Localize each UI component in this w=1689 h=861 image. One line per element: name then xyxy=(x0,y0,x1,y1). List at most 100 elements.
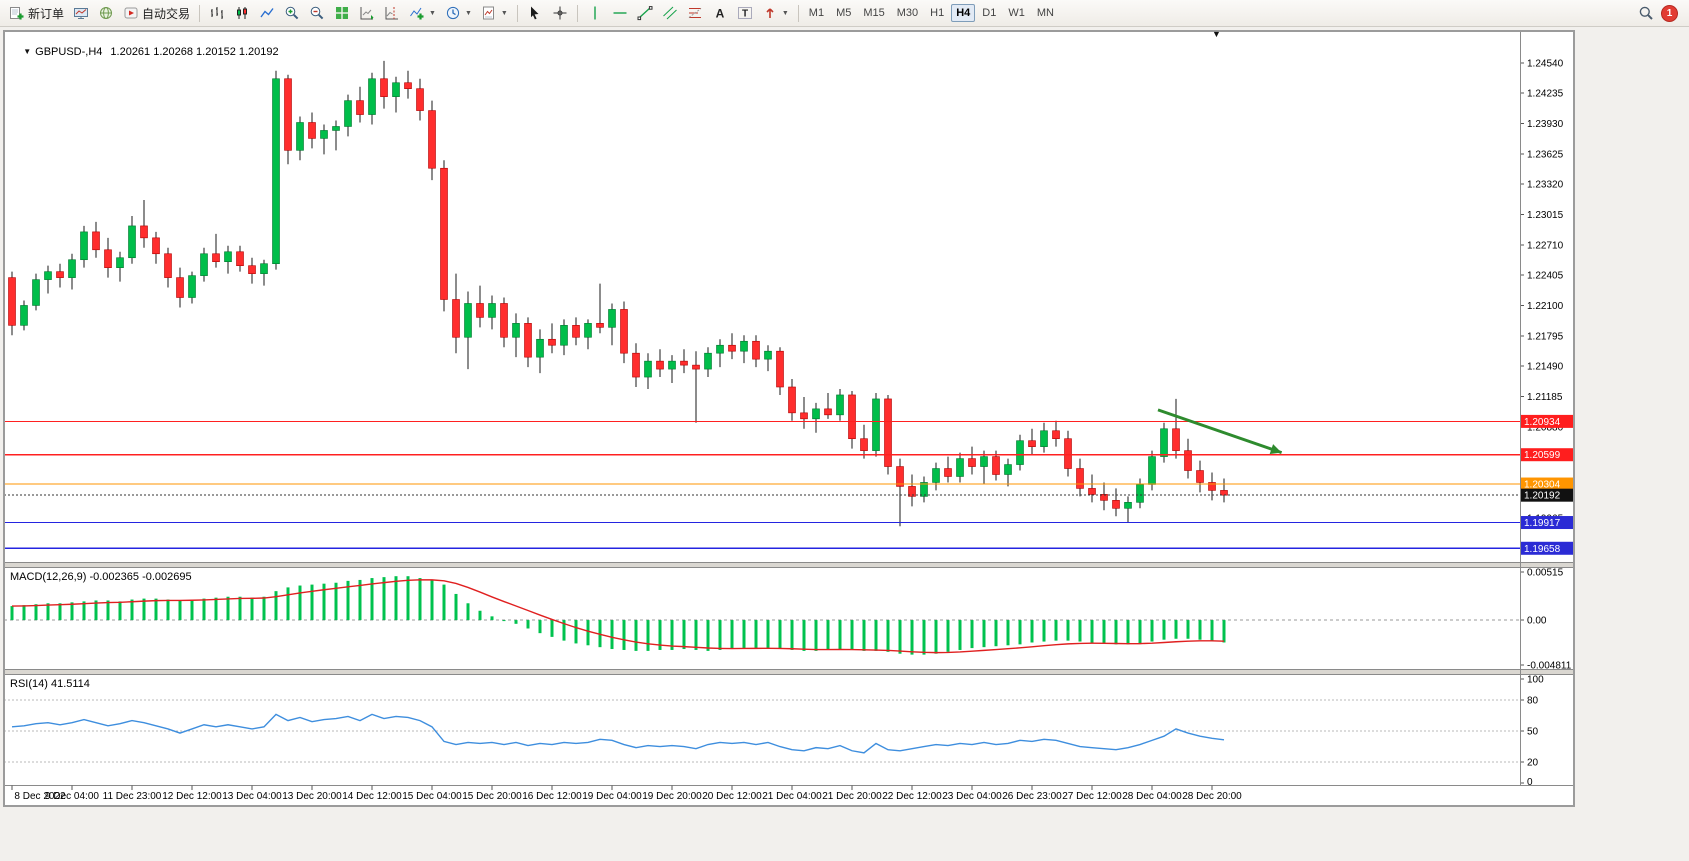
line-chart-icon xyxy=(260,8,274,18)
svg-text:28 Dec 04:00: 28 Dec 04:00 xyxy=(1122,791,1182,802)
bar-chart-icon xyxy=(211,7,224,19)
chevron-down-icon: ▼ xyxy=(464,9,472,17)
svg-text:23 Dec 04:00: 23 Dec 04:00 xyxy=(942,791,1002,802)
auto-trading-label: 自动交易 xyxy=(142,6,191,21)
timeframe-m1-button[interactable]: M1 xyxy=(808,7,825,19)
profiles-button[interactable] xyxy=(94,2,118,24)
svg-text:15 Dec 20:00: 15 Dec 20:00 xyxy=(462,791,522,802)
svg-text:22 Dec 12:00: 22 Dec 12:00 xyxy=(882,791,942,802)
svg-text:20 Dec 12:00: 20 Dec 12:00 xyxy=(702,791,762,802)
trendline-button[interactable] xyxy=(633,2,657,24)
bar-chart-button[interactable] xyxy=(205,2,229,24)
svg-text:26 Dec 23:00: 26 Dec 23:00 xyxy=(1002,791,1062,802)
svg-text:11 Dec 23:00: 11 Dec 23:00 xyxy=(103,791,162,802)
timeframe-group: M1 M5 M15 M30 H1 H4 D1 W1 MN xyxy=(804,4,1059,22)
svg-text:80: 80 xyxy=(1527,695,1539,706)
toolbar-separator xyxy=(199,4,201,22)
crosshair-icon xyxy=(553,6,567,20)
new-order-button[interactable]: 新订单 xyxy=(5,2,68,24)
svg-text:1.19658: 1.19658 xyxy=(1524,544,1561,555)
timeframe-h1-button[interactable]: H1 xyxy=(930,7,945,19)
svg-text:1.23320: 1.23320 xyxy=(1527,180,1564,191)
cursor-icon xyxy=(530,6,539,20)
search-icon xyxy=(1639,6,1653,20)
channel-icon xyxy=(662,6,677,20)
svg-text:1.23625: 1.23625 xyxy=(1527,149,1564,160)
svg-text:28 Dec 20:00: 28 Dec 20:00 xyxy=(1182,791,1242,802)
svg-text:21 Dec 04:00: 21 Dec 04:00 xyxy=(762,791,822,802)
timeframe-mn-button[interactable]: MN xyxy=(1036,7,1054,19)
scale-marker-icon: ▼ xyxy=(1212,29,1221,39)
timeframe-m5-button[interactable]: M5 xyxy=(836,7,852,19)
indicators-button[interactable]: ▼ xyxy=(405,2,440,24)
svg-text:13 Dec 20:00: 13 Dec 20:00 xyxy=(282,791,342,802)
svg-text:19 Dec 20:00: 19 Dec 20:00 xyxy=(642,791,702,802)
timeframe-m30-button[interactable]: M30 xyxy=(896,7,919,19)
svg-text:1.20304: 1.20304 xyxy=(1524,480,1561,491)
timeframe-w1-button[interactable]: W1 xyxy=(1008,7,1025,19)
crosshair-button[interactable] xyxy=(548,2,572,24)
svg-text:1.21795: 1.21795 xyxy=(1527,331,1564,342)
auto-scroll-button[interactable] xyxy=(355,2,379,24)
timeframe-d1-button[interactable]: D1 xyxy=(982,7,997,19)
svg-text:1.21185: 1.21185 xyxy=(1527,392,1563,403)
profiles-icon xyxy=(100,7,113,19)
text-button[interactable]: A xyxy=(708,2,732,24)
chart-shift-button[interactable] xyxy=(380,2,404,24)
line-chart-button[interactable] xyxy=(255,2,279,24)
text-label-icon: T xyxy=(737,7,752,20)
search-button[interactable] xyxy=(1634,2,1658,24)
svg-text:16 Dec 12:00: 16 Dec 12:00 xyxy=(522,791,582,802)
toolbar-separator xyxy=(797,4,799,22)
svg-text:1.24540: 1.24540 xyxy=(1527,58,1564,69)
svg-text:1.21490: 1.21490 xyxy=(1527,362,1564,373)
svg-text:A: A xyxy=(716,7,725,21)
fibonacci-icon xyxy=(688,8,702,18)
new-order-icon xyxy=(10,7,24,20)
auto-trading-button[interactable]: 自动交易 xyxy=(119,2,194,24)
text-label-button[interactable]: T xyxy=(733,2,757,24)
svg-text:T: T xyxy=(742,9,748,20)
svg-text:1.19917: 1.19917 xyxy=(1524,518,1561,529)
svg-text:0: 0 xyxy=(1527,777,1533,788)
svg-text:9 Dec 04:00: 9 Dec 04:00 xyxy=(45,791,99,802)
text-icon: A xyxy=(716,7,725,21)
svg-text:100: 100 xyxy=(1527,675,1544,686)
auto-trading-icon xyxy=(124,7,138,19)
chevron-down-icon: ▼ xyxy=(781,9,789,17)
chart-canvas[interactable]: 1.24540 1.24235 1.23930 1.23625 1.23320 1.230… xyxy=(4,31,1574,806)
toolbar-separator xyxy=(576,4,578,22)
vertical-line-button[interactable] xyxy=(583,2,607,24)
tile-windows-icon xyxy=(336,7,349,19)
zoom-in-button[interactable] xyxy=(280,2,304,24)
svg-text:1.20599: 1.20599 xyxy=(1524,450,1561,461)
zoom-out-button[interactable] xyxy=(305,2,329,24)
svg-text:1.24235: 1.24235 xyxy=(1527,89,1564,100)
periods-button[interactable]: ▼ xyxy=(441,2,476,24)
svg-text:20: 20 xyxy=(1527,758,1539,769)
svg-text:14 Dec 12:00: 14 Dec 12:00 xyxy=(342,791,402,802)
timeframe-m15-button[interactable]: M15 xyxy=(863,7,885,19)
fibonacci-button[interactable] xyxy=(683,2,707,24)
channel-button[interactable] xyxy=(658,2,682,24)
arrows-tool-button[interactable]: ▼ xyxy=(758,2,793,24)
cursor-button[interactable] xyxy=(523,2,547,24)
chevron-down-icon: ▼ xyxy=(429,9,436,17)
new-chart-icon xyxy=(74,8,89,19)
notification-badge[interactable]: 1 xyxy=(1661,4,1678,22)
toolbar: 新订单 自动交易 xyxy=(0,0,1689,27)
new-chart-button[interactable] xyxy=(69,2,93,24)
svg-text:1.22405: 1.22405 xyxy=(1527,271,1564,282)
svg-text:-0.004811: -0.004811 xyxy=(1527,661,1572,672)
candlestick-chart-button[interactable] xyxy=(230,2,254,24)
auto-scroll-icon xyxy=(360,7,374,20)
horizontal-line-button[interactable] xyxy=(608,2,632,24)
timeframe-h4-button[interactable]: H4 xyxy=(951,4,976,22)
new-order-label: 新订单 xyxy=(28,6,65,21)
templates-button[interactable]: ▼ xyxy=(477,2,512,24)
tile-windows-button[interactable] xyxy=(330,2,354,24)
svg-text:0.00515: 0.00515 xyxy=(1527,568,1564,579)
svg-text:1.23015: 1.23015 xyxy=(1527,210,1564,221)
svg-text:1.20934: 1.20934 xyxy=(1524,417,1561,428)
trendline-icon xyxy=(637,6,653,21)
